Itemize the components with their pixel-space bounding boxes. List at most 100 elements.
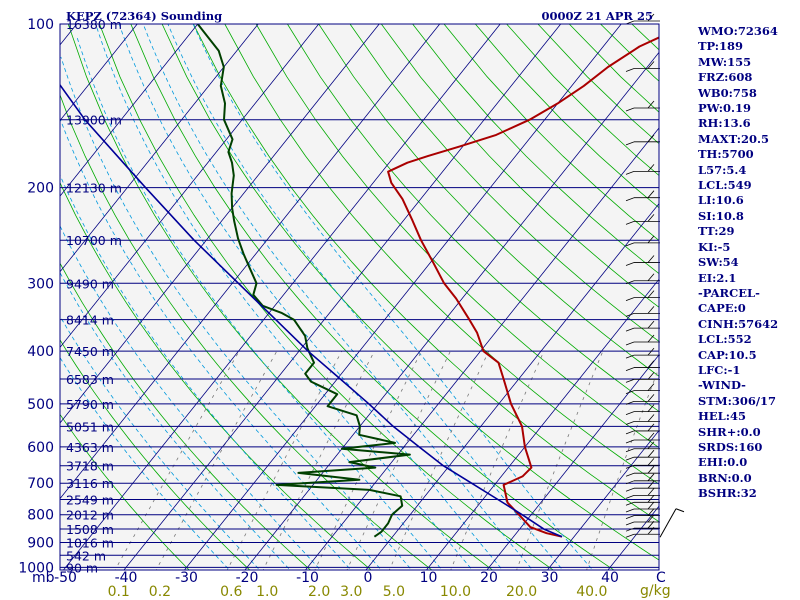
wind-barb [625,320,660,332]
isotherm [547,429,659,570]
wind-barb [625,235,660,247]
isotherm [60,24,320,349]
dry-adiabat [60,262,312,570]
moist-adiabat [167,24,564,570]
isotherm [60,24,259,273]
height-label: 13900 m [66,113,122,128]
temp-tick-label: 30 [541,570,559,586]
temp-tick-label: 40 [601,570,619,586]
stat-line: HEL:45 [698,409,746,424]
stat-line: L57:5.4 [698,162,747,177]
pressure-label: 900 [27,536,54,552]
mixing-ratio-label: 5.0 [383,584,405,600]
height-label: 9490 m [66,276,114,291]
stat-line: FRZ:608 [698,70,753,85]
dry-adiabat [412,24,659,275]
wind-barb [625,520,660,532]
wind-barb [625,164,660,175]
stat-line: EI:2.1 [698,270,737,285]
stat-line: CAP:10.5 [698,347,757,362]
moist-adiabat [60,174,352,570]
temp-tick-label: -30 [175,570,198,586]
mixing-ratio-line [346,351,451,570]
stat-line: TT:29 [698,224,735,239]
pressure-label: 800 [27,508,54,524]
wind-barb [625,423,660,435]
mixing-unit-label: g/kg [640,583,671,599]
mixing-ratio-label: 3.0 [340,584,362,600]
dry-adiabat [255,24,659,449]
stat-line: STM:306/17 [698,393,777,408]
isotherm [305,127,659,570]
isotherm [60,24,138,122]
stat-line: MAXT:20.5 [698,131,769,146]
wind-barb [625,100,660,112]
wind-barb [625,214,660,225]
stat-line: -PARCEL- [698,285,760,300]
wind-barb [625,414,660,425]
height-label: 6583 m [66,372,114,387]
pressure-label: 1000 [18,560,54,576]
stat-line: WMO:72364 [698,24,778,38]
stat-line: CAPE:0 [698,301,746,316]
mixing-ratio-line [262,351,375,570]
stat-line: KI:-5 [698,239,731,254]
wind-barb [625,488,660,499]
stat-line: TH:5700 [698,147,754,162]
height-label: 10700 m [66,233,122,248]
stat-line: TP:189 [698,39,744,54]
wind-barb [625,514,660,526]
mixing-ratio-line [450,351,545,570]
height-label: 5051 m [66,419,114,434]
wind-barb [625,290,660,301]
isotherm [60,24,199,197]
wind-barb [625,404,660,416]
height-label: 12130 m [66,181,122,196]
dry-adiabat [60,413,190,570]
height-label: 90 m [66,560,98,575]
height-label: 4363 m [66,440,114,455]
moist-adiabat [60,117,382,570]
temp-tick-label: 10 [420,570,438,586]
wind-barb [625,347,660,359]
chart-time: 0000Z 21 APR 25 [541,9,653,23]
stat-line: SRDS:160 [698,439,763,454]
isotherm [426,278,659,570]
dry-adiabat [318,24,659,377]
temp-tick-label: 0 [364,570,373,586]
stat-line: LFC:-1 [698,362,741,377]
pressure-label: 700 [27,476,54,492]
mixing-ratio-label: 10.0 [440,584,471,600]
wind-barb [625,255,660,266]
mixing-ratio-label: 20.0 [506,584,537,600]
height-label: 3116 m [66,476,114,491]
height-label: 1016 m [66,536,114,551]
dry-adiabat [193,24,659,523]
dry-adiabat [380,24,659,308]
pressure-label: 200 [27,181,54,197]
chart-title: KEPZ (72364) Sounding [66,9,222,23]
pressure-unit-label: mb [32,570,55,586]
plot-frame [59,23,660,571]
mixing-ratio-label: 0.6 [220,584,242,600]
stat-line: LCL:552 [698,332,752,347]
height-label: 542 m [66,548,106,563]
stat-line: LI:10.6 [698,193,744,208]
mixing-ratio-line [314,351,422,570]
mixing-ratio-line [226,351,343,570]
stat-line: BSHR:32 [698,486,757,501]
wind-barb [625,480,660,492]
wind-barb [625,432,660,444]
isotherm [63,24,501,570]
wind-barb [625,360,660,371]
moist-adiabat [60,56,413,570]
wind-barb [625,501,660,513]
wind-barb [625,134,660,146]
wind-barb [625,465,660,477]
wind-barb [625,495,660,506]
stat-line: SI:10.8 [698,208,744,223]
dewpoint-line [196,24,411,538]
height-label: 2549 m [66,493,114,508]
dry-adiabat [287,24,659,412]
